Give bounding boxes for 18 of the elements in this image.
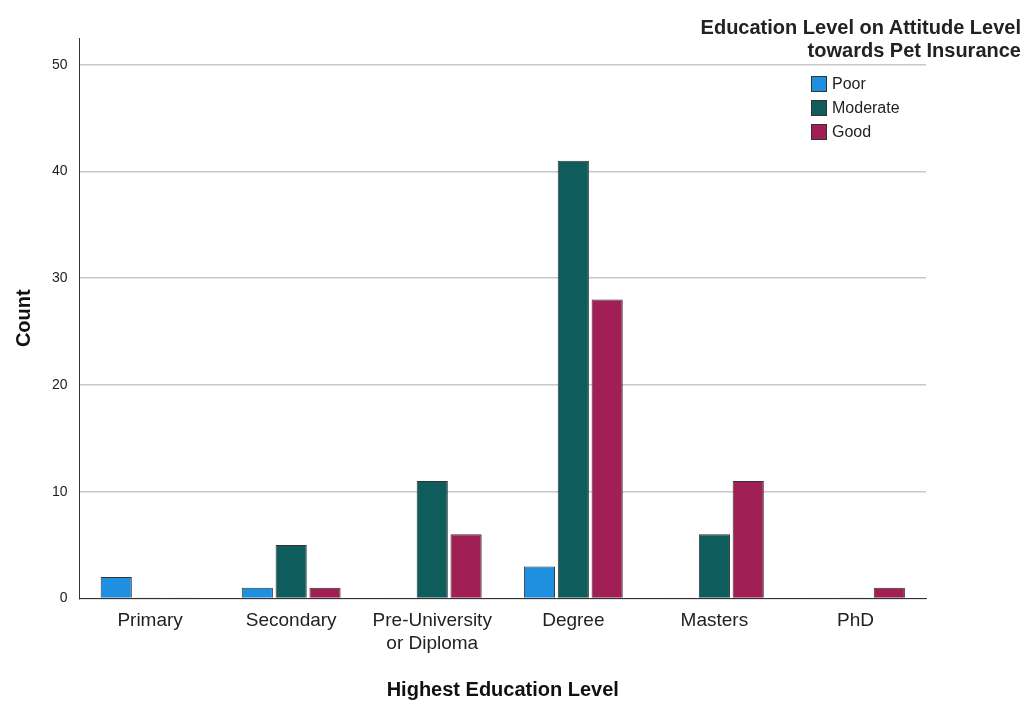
- y-tick-label: 50: [51, 55, 68, 72]
- y-tick-label: 0: [59, 589, 68, 606]
- y-tick-label: 10: [51, 482, 68, 499]
- legend-label: Moderate: [832, 99, 900, 117]
- legend-title: Education Level on Attitude Level towards Pet Insurance: [699, 16, 1021, 62]
- y-tick-label: 40: [51, 162, 68, 179]
- x-tick-label: Masters: [680, 609, 749, 631]
- x-tick-label: Secondary: [245, 609, 338, 631]
- x-tick-label: Pre-University or Diploma: [372, 609, 493, 653]
- legend-label: Poor: [832, 75, 866, 93]
- x-axis-title: Highest Education Level: [386, 677, 619, 700]
- y-tick-label: 30: [51, 269, 68, 286]
- y-axis-title: Count: [11, 288, 34, 348]
- x-tick-label: Primary: [117, 609, 184, 631]
- x-tick-label: Degree: [542, 609, 605, 631]
- x-tick-label: PhD: [836, 609, 874, 631]
- legend-label: Good: [832, 123, 872, 141]
- y-tick-label: 20: [51, 375, 68, 392]
